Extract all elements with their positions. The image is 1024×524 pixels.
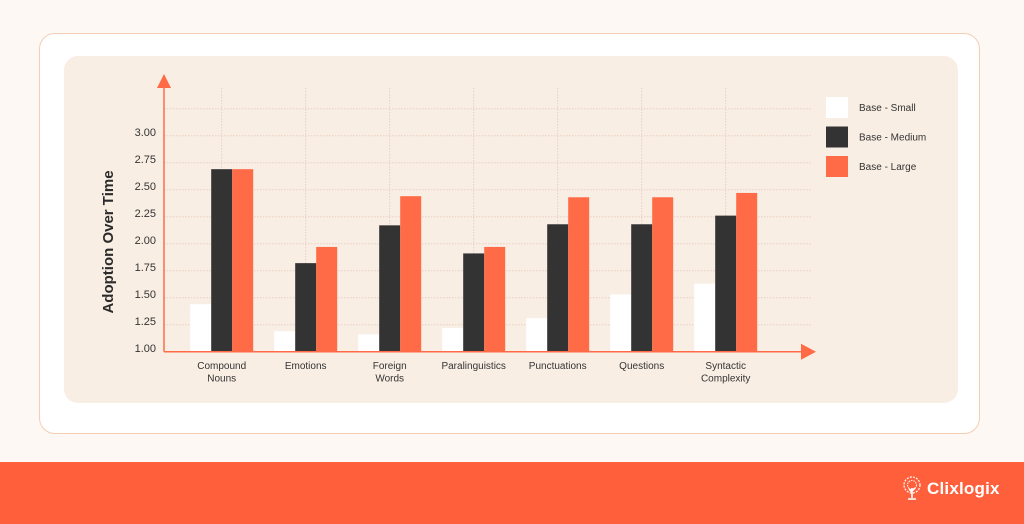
y-tick-label: 2.75 xyxy=(135,154,156,166)
x-tick-label: Syntactic xyxy=(705,361,746,372)
legend-label: Base - Small xyxy=(859,103,916,114)
bar-base-small-5 xyxy=(610,294,632,352)
y-axis-title: Adoption Over Time xyxy=(100,170,117,313)
y-tick-label: 1.00 xyxy=(135,343,156,355)
y-tick-label: 2.25 xyxy=(135,208,156,220)
x-tick-label: Compound xyxy=(197,361,246,372)
y-tick-label: 1.75 xyxy=(135,262,156,274)
bar-base-medium-4 xyxy=(547,224,569,352)
x-tick-label: Complexity xyxy=(701,374,750,385)
bar-base-small-1 xyxy=(274,331,296,352)
x-tick-label: Punctuations xyxy=(529,361,587,372)
tree-icon xyxy=(903,476,921,500)
bar-base-small-4 xyxy=(526,318,548,352)
legend-swatch xyxy=(826,97,848,118)
bar-base-small-0 xyxy=(190,304,212,352)
axes xyxy=(157,74,816,360)
y-tick-label: 2.50 xyxy=(135,181,156,193)
bar-base-small-6 xyxy=(694,283,716,352)
bar-base-large-6 xyxy=(736,192,758,352)
y-axis-arrow-icon xyxy=(157,74,171,88)
bar-base-medium-2 xyxy=(379,225,401,352)
bar-base-large-4 xyxy=(568,197,590,352)
y-tick-label: 1.50 xyxy=(135,289,156,301)
y-tick-label: 1.25 xyxy=(135,316,156,328)
bars xyxy=(190,169,758,352)
bar-base-small-2 xyxy=(358,334,380,352)
legend-label: Base - Large xyxy=(859,162,917,173)
x-tick-label: Nouns xyxy=(207,374,236,385)
y-tick-labels: 1.00 1.25 1.50 1.75 2.00 2.25 2.50 2.75 3.00 xyxy=(135,127,156,355)
brand-logo: Clixlogix xyxy=(901,476,1000,502)
bar-base-large-3 xyxy=(484,246,506,352)
legend-label: Base - Medium xyxy=(859,133,926,144)
x-tick-label: Emotions xyxy=(285,361,327,372)
brand-name: Clixlogix xyxy=(927,479,1000,498)
legend: Base - Small Base - Medium Base - Large xyxy=(826,97,926,177)
bar-base-medium-0 xyxy=(211,169,233,352)
bar-base-large-2 xyxy=(400,196,422,352)
bar-base-small-3 xyxy=(442,327,464,352)
x-tick-labels: Compound Nouns Emotions Foreign Words Paralin… xyxy=(197,361,750,385)
bar-base-large-0 xyxy=(232,169,254,352)
bar-base-large-1 xyxy=(316,246,338,352)
bar-base-medium-5 xyxy=(631,224,653,352)
bar-base-medium-1 xyxy=(295,263,317,352)
x-axis-arrow-icon xyxy=(801,343,816,360)
bar-base-medium-6 xyxy=(715,215,737,352)
bar-base-large-5 xyxy=(652,197,674,352)
legend-swatch xyxy=(826,156,848,177)
legend-swatch xyxy=(826,126,848,148)
x-tick-label: Words xyxy=(375,374,404,385)
footer-band xyxy=(0,462,1024,524)
y-tick-label: 3.00 xyxy=(135,127,156,139)
x-tick-label: Questions xyxy=(619,361,664,372)
x-tick-label: Foreign xyxy=(373,361,407,372)
y-tick-label: 2.00 xyxy=(135,235,156,247)
x-tick-label: Paralinguistics xyxy=(441,361,505,372)
bar-base-medium-3 xyxy=(463,253,485,352)
